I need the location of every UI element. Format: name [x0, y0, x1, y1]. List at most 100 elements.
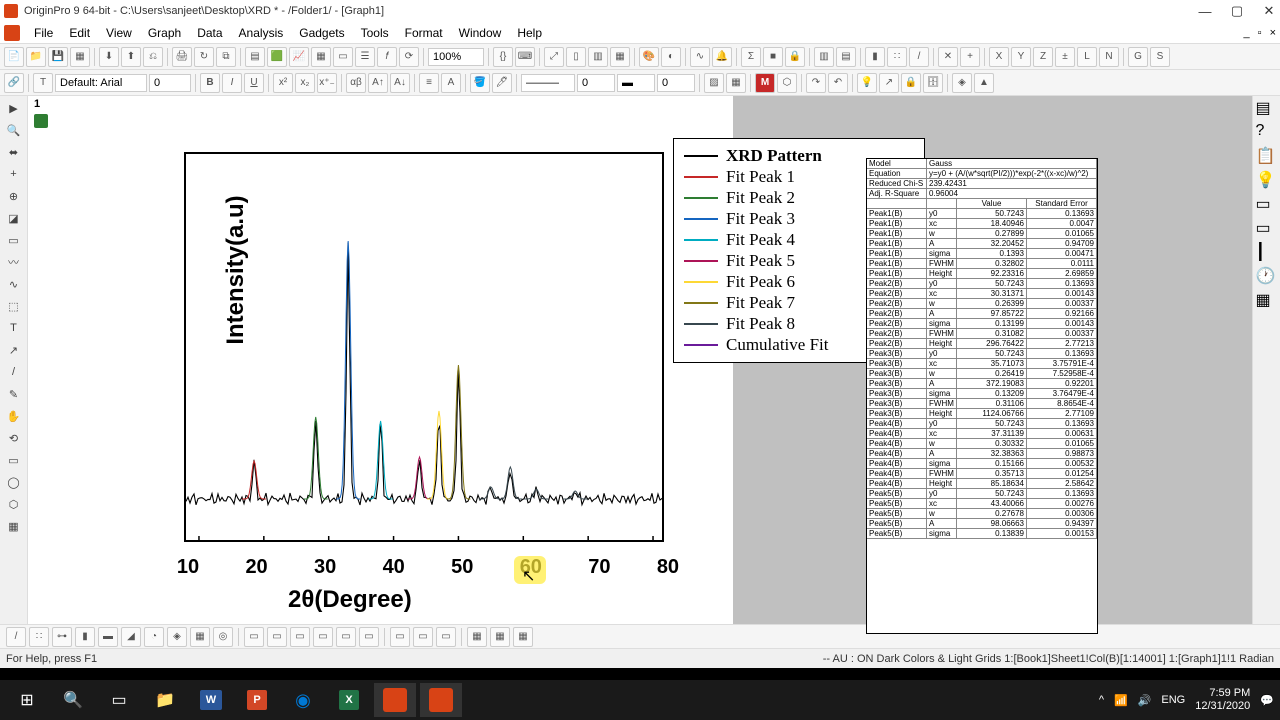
- mask-tool[interactable]: ∿: [3, 274, 25, 294]
- code-builder-button[interactable]: {}: [493, 47, 513, 67]
- w-button[interactable]: ▲: [974, 73, 994, 93]
- line-width-combo[interactable]: 0: [577, 74, 615, 92]
- arrow-button[interactable]: ↗: [879, 73, 899, 93]
- table-row[interactable]: Peak3(B)Height1124.067662.77109: [867, 409, 1097, 419]
- table-row[interactable]: Peak1(B)y050.72430.13693: [867, 209, 1097, 219]
- add-layer-button[interactable]: ▯: [566, 47, 586, 67]
- font-combo[interactable]: Default: Arial: [55, 74, 147, 92]
- import-button[interactable]: ⬇: [99, 47, 119, 67]
- plus-button[interactable]: +: [960, 47, 980, 67]
- template2-button[interactable]: ▭: [267, 627, 287, 647]
- tray-chevron-icon[interactable]: ^: [1099, 694, 1104, 706]
- lock-button[interactable]: 🔒: [785, 47, 805, 67]
- m-button[interactable]: M: [755, 73, 775, 93]
- font-color-button[interactable]: A: [441, 73, 461, 93]
- s-button[interactable]: S: [1150, 47, 1170, 67]
- pointer-tool[interactable]: ▶: [3, 98, 25, 118]
- refresh-button[interactable]: ↻: [194, 47, 214, 67]
- table-row[interactable]: Peak2(B)Height296.764222.77213: [867, 339, 1097, 349]
- table-row[interactable]: Peak5(B)w0.276780.00306: [867, 509, 1097, 519]
- edge-button[interactable]: ◉: [282, 683, 324, 717]
- mask-range-button[interactable]: ⬡: [777, 73, 797, 93]
- excel-button[interactable]: X: [328, 683, 370, 717]
- table-row[interactable]: Peak3(B)sigma0.132093.76479E-4: [867, 389, 1097, 399]
- data-reader-tool[interactable]: ⊕: [3, 186, 25, 206]
- label-col-button[interactable]: L: [1077, 47, 1097, 67]
- quick-help-button[interactable]: ?: [1256, 122, 1278, 142]
- smart-hint-button[interactable]: 💡: [1256, 170, 1278, 190]
- line-plot-button[interactable]: /: [6, 627, 26, 647]
- start-button[interactable]: ⊞: [6, 683, 48, 717]
- save-button[interactable]: 💾: [48, 47, 68, 67]
- draw-data-tool[interactable]: 〰: [3, 252, 25, 272]
- 3d-plot-button[interactable]: ◈: [167, 627, 187, 647]
- rect-tool[interactable]: ▭: [3, 450, 25, 470]
- template3-button[interactable]: ▭: [290, 627, 310, 647]
- table-row[interactable]: Peak4(B)FWHM0.357130.01254: [867, 469, 1097, 479]
- f-button[interactable]: ◈: [952, 73, 972, 93]
- lock2-button[interactable]: 🔒: [901, 73, 921, 93]
- merge-button[interactable]: ▦: [610, 47, 630, 67]
- menu-data[interactable]: Data: [189, 26, 230, 40]
- table-row[interactable]: Peak5(B)xc43.400660.00276: [867, 499, 1097, 509]
- x-button[interactable]: ✕: [938, 47, 958, 67]
- new-excel-button[interactable]: 🟩: [267, 47, 287, 67]
- recalculate-button[interactable]: ⟳: [399, 47, 419, 67]
- menu-graph[interactable]: Graph: [140, 26, 189, 40]
- menu-help[interactable]: Help: [509, 26, 550, 40]
- link-button[interactable]: 🔗: [4, 73, 24, 93]
- export-button[interactable]: ⬆: [121, 47, 141, 67]
- table-row[interactable]: Peak3(B)w0.264197.52958E-4: [867, 369, 1097, 379]
- selection-tool[interactable]: ⬚: [3, 296, 25, 316]
- bold-button[interactable]: B: [200, 73, 220, 93]
- template12-button[interactable]: ▦: [513, 627, 533, 647]
- template7-button[interactable]: ▭: [390, 627, 410, 647]
- file-explorer-button[interactable]: 📁: [144, 683, 186, 717]
- menu-tools[interactable]: Tools: [353, 26, 397, 40]
- results-log-button[interactable]: ▭: [1256, 194, 1278, 214]
- table-row[interactable]: Peak1(B)xc18.409460.0047: [867, 219, 1097, 229]
- region2-tool[interactable]: ▦: [3, 516, 25, 536]
- superscript-button[interactable]: x²: [273, 73, 293, 93]
- bigfont-button[interactable]: A↑: [368, 73, 388, 93]
- tray-clock[interactable]: 7:59 PM 12/31/2020: [1195, 687, 1250, 713]
- tray-wifi-icon[interactable]: 📶: [1114, 694, 1128, 707]
- table-row[interactable]: Peak2(B)xc30.313710.00143: [867, 289, 1097, 299]
- new-graph-button[interactable]: 📈: [289, 47, 309, 67]
- x-col-button[interactable]: X: [989, 47, 1009, 67]
- table-row[interactable]: Peak2(B)w0.263990.00337: [867, 299, 1097, 309]
- lock-icon[interactable]: [34, 114, 48, 128]
- y-col-button[interactable]: Y: [1011, 47, 1031, 67]
- bar-plot-button[interactable]: ▬: [98, 627, 118, 647]
- origin2-button[interactable]: [420, 683, 462, 717]
- new-function-button[interactable]: 𝑓: [377, 47, 397, 67]
- supsub-button[interactable]: x⁺₋: [317, 73, 337, 93]
- font-format-button[interactable]: T: [33, 73, 53, 93]
- redo-button[interactable]: ↷: [806, 73, 826, 93]
- menu-edit[interactable]: Edit: [61, 26, 98, 40]
- line-symbol-button[interactable]: ⊶: [52, 627, 72, 647]
- light-button[interactable]: 💡: [857, 73, 877, 93]
- smallfont-button[interactable]: A↓: [390, 73, 410, 93]
- table-row[interactable]: Peak3(B)FWHM0.311068.8654E-4: [867, 399, 1097, 409]
- fontsize-combo[interactable]: 0: [149, 74, 191, 92]
- g-button[interactable]: G: [1128, 47, 1148, 67]
- table-row[interactable]: Peak5(B)y050.72430.13693: [867, 489, 1097, 499]
- z-col-button[interactable]: Z: [1033, 47, 1053, 67]
- undo-button[interactable]: ↶: [828, 73, 848, 93]
- line-button[interactable]: /: [909, 47, 929, 67]
- contour-button[interactable]: ◎: [213, 627, 233, 647]
- template6-button[interactable]: ▭: [359, 627, 379, 647]
- table-row[interactable]: Peak4(B)sigma0.151660.00532: [867, 459, 1097, 469]
- table-row[interactable]: Peak2(B)sigma0.131990.00143: [867, 319, 1097, 329]
- table-row[interactable]: Peak1(B)Height92.233162.69859: [867, 269, 1097, 279]
- subscript-button[interactable]: x₂: [295, 73, 315, 93]
- word-button[interactable]: W: [190, 683, 232, 717]
- tray-notifications-icon[interactable]: 💬: [1260, 694, 1274, 707]
- duplicate-button[interactable]: ⧉: [216, 47, 236, 67]
- table-row[interactable]: Peak4(B)Height85.186342.58642: [867, 479, 1097, 489]
- table-row[interactable]: Peak1(B)FWHM0.328020.0111: [867, 259, 1097, 269]
- fitting-button[interactable]: ∿: [690, 47, 710, 67]
- tray-volume-icon[interactable]: 🔊: [1138, 694, 1152, 707]
- menu-view[interactable]: View: [98, 26, 140, 40]
